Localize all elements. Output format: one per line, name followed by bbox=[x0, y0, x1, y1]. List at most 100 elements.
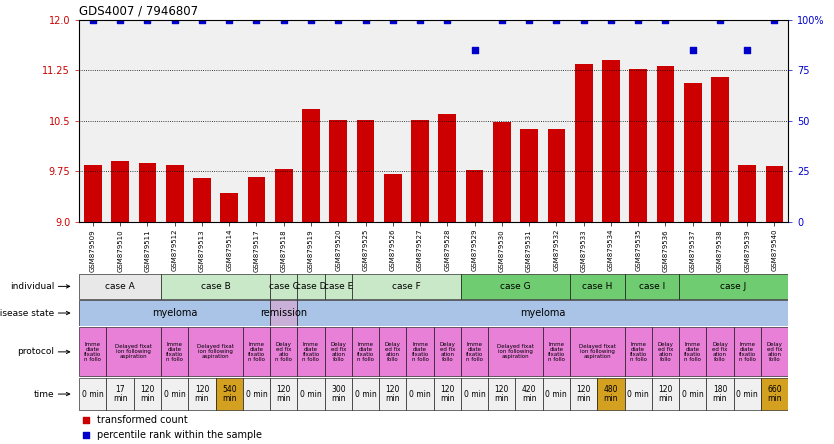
Point bbox=[741, 47, 754, 54]
Bar bbox=[107, 378, 133, 410]
Bar bbox=[84, 165, 102, 222]
Bar bbox=[79, 300, 270, 326]
Bar bbox=[298, 378, 324, 410]
Bar bbox=[215, 378, 243, 410]
Text: 0 min: 0 min bbox=[627, 389, 649, 399]
Bar bbox=[79, 378, 107, 410]
Bar bbox=[434, 378, 461, 410]
Bar bbox=[493, 123, 510, 222]
Bar bbox=[706, 327, 734, 377]
Bar bbox=[439, 114, 456, 222]
Text: Imme
diate
fixatio
n follo: Imme diate fixatio n follo bbox=[166, 342, 183, 362]
Text: Delayed fixat
ion following
aspiration: Delayed fixat ion following aspiration bbox=[497, 345, 534, 359]
Bar bbox=[357, 119, 374, 222]
Text: 0 min: 0 min bbox=[300, 389, 322, 399]
Text: 420
min: 420 min bbox=[522, 385, 536, 403]
Text: Imme
diate
fixatio
n follo: Imme diate fixatio n follo bbox=[357, 342, 374, 362]
Bar bbox=[379, 378, 406, 410]
Bar bbox=[543, 378, 570, 410]
Text: remission: remission bbox=[260, 308, 307, 318]
Bar bbox=[734, 378, 761, 410]
Bar bbox=[379, 327, 406, 377]
Text: case E: case E bbox=[324, 282, 353, 291]
Bar bbox=[547, 129, 565, 222]
Bar bbox=[161, 378, 188, 410]
Bar bbox=[488, 378, 515, 410]
Text: 0 min: 0 min bbox=[82, 389, 103, 399]
Bar bbox=[625, 274, 679, 299]
Text: case I: case I bbox=[639, 282, 665, 291]
Bar bbox=[166, 166, 183, 222]
Point bbox=[468, 47, 481, 54]
Point bbox=[713, 16, 726, 24]
Bar bbox=[79, 327, 107, 377]
Bar bbox=[324, 327, 352, 377]
Text: 120
min: 120 min bbox=[495, 385, 509, 403]
Bar bbox=[625, 378, 652, 410]
Point bbox=[141, 16, 154, 24]
Point bbox=[386, 16, 399, 24]
Bar bbox=[684, 83, 701, 222]
Text: case C: case C bbox=[269, 282, 299, 291]
Point bbox=[440, 16, 454, 24]
Text: Imme
diate
fixatio
n follo: Imme diate fixatio n follo bbox=[248, 342, 265, 362]
Bar bbox=[188, 327, 243, 377]
Text: myeloma: myeloma bbox=[520, 308, 565, 318]
Bar bbox=[384, 174, 402, 222]
Point bbox=[604, 16, 617, 24]
Point bbox=[223, 16, 236, 24]
Bar bbox=[270, 378, 298, 410]
Text: case A: case A bbox=[105, 282, 135, 291]
Bar bbox=[270, 327, 298, 377]
Bar bbox=[543, 327, 570, 377]
Bar bbox=[652, 327, 679, 377]
Bar bbox=[652, 378, 679, 410]
Point bbox=[332, 16, 345, 24]
Bar bbox=[352, 378, 379, 410]
Point bbox=[659, 16, 672, 24]
Text: Imme
diate
fixatio
n follo: Imme diate fixatio n follo bbox=[630, 342, 647, 362]
Bar bbox=[575, 64, 592, 222]
Bar bbox=[111, 162, 129, 222]
Bar bbox=[761, 378, 788, 410]
Point bbox=[168, 16, 181, 24]
Bar bbox=[766, 166, 783, 222]
Text: individual: individual bbox=[10, 282, 54, 291]
Bar bbox=[570, 378, 597, 410]
Bar bbox=[298, 274, 324, 299]
Point bbox=[550, 16, 563, 24]
Bar bbox=[270, 300, 298, 326]
Bar bbox=[298, 327, 324, 377]
Bar bbox=[570, 274, 625, 299]
Text: transformed count: transformed count bbox=[97, 415, 188, 425]
Text: 120
min: 120 min bbox=[385, 385, 400, 403]
Point bbox=[113, 16, 127, 24]
Bar bbox=[352, 327, 379, 377]
Bar bbox=[270, 274, 298, 299]
Text: 120
min: 120 min bbox=[658, 385, 673, 403]
Text: Imme
diate
fixatio
n follo: Imme diate fixatio n follo bbox=[466, 342, 483, 362]
Text: 540
min: 540 min bbox=[222, 385, 237, 403]
Bar bbox=[133, 378, 161, 410]
Text: myeloma: myeloma bbox=[152, 308, 198, 318]
Bar bbox=[679, 274, 788, 299]
Bar bbox=[602, 60, 620, 222]
Bar bbox=[298, 300, 788, 326]
Text: 0 min: 0 min bbox=[682, 389, 704, 399]
Bar bbox=[411, 119, 429, 222]
Point bbox=[304, 16, 318, 24]
Text: 17
min: 17 min bbox=[113, 385, 128, 403]
Bar bbox=[107, 327, 161, 377]
Bar bbox=[161, 327, 188, 377]
Text: 120
min: 120 min bbox=[194, 385, 209, 403]
Text: 120
min: 120 min bbox=[140, 385, 154, 403]
Text: Imme
diate
fixatio
n follo: Imme diate fixatio n follo bbox=[411, 342, 429, 362]
Text: 0 min: 0 min bbox=[545, 389, 567, 399]
Text: Imme
diate
fixatio
n follo: Imme diate fixatio n follo bbox=[84, 342, 102, 362]
Bar bbox=[434, 327, 461, 377]
Bar bbox=[302, 109, 320, 222]
Text: Delay
ed fix
ation
follo: Delay ed fix ation follo bbox=[766, 342, 782, 362]
Bar bbox=[275, 170, 293, 222]
Text: case J: case J bbox=[721, 282, 746, 291]
Bar bbox=[324, 274, 352, 299]
